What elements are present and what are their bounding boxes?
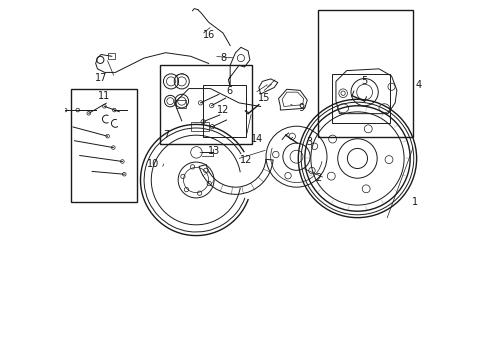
Bar [160, 65, 251, 144]
Text: 13: 13 [207, 145, 220, 156]
Text: 3: 3 [305, 138, 311, 147]
Text: 5: 5 [361, 76, 367, 86]
Bar [203, 85, 245, 137]
Text: 15: 15 [258, 93, 270, 103]
Bar [176, 100, 186, 108]
Bar [332, 74, 389, 123]
Text: 6: 6 [226, 86, 232, 96]
Text: 4: 4 [414, 80, 421, 90]
Bar [317, 10, 412, 137]
Text: 12: 12 [216, 105, 229, 115]
Text: 1: 1 [411, 197, 417, 207]
Bar [190, 122, 208, 131]
Text: 16: 16 [202, 30, 214, 40]
Text: 9: 9 [298, 103, 305, 113]
Text: 14: 14 [250, 134, 263, 144]
Text: 10: 10 [146, 159, 159, 169]
Text: 12: 12 [240, 155, 252, 165]
Bar [70, 89, 137, 202]
Text: 2: 2 [314, 173, 321, 183]
Text: 7: 7 [163, 130, 169, 140]
Text: 11: 11 [98, 91, 110, 102]
Bar [107, 53, 115, 59]
Text: 8: 8 [220, 53, 225, 63]
Text: 17: 17 [95, 73, 107, 83]
